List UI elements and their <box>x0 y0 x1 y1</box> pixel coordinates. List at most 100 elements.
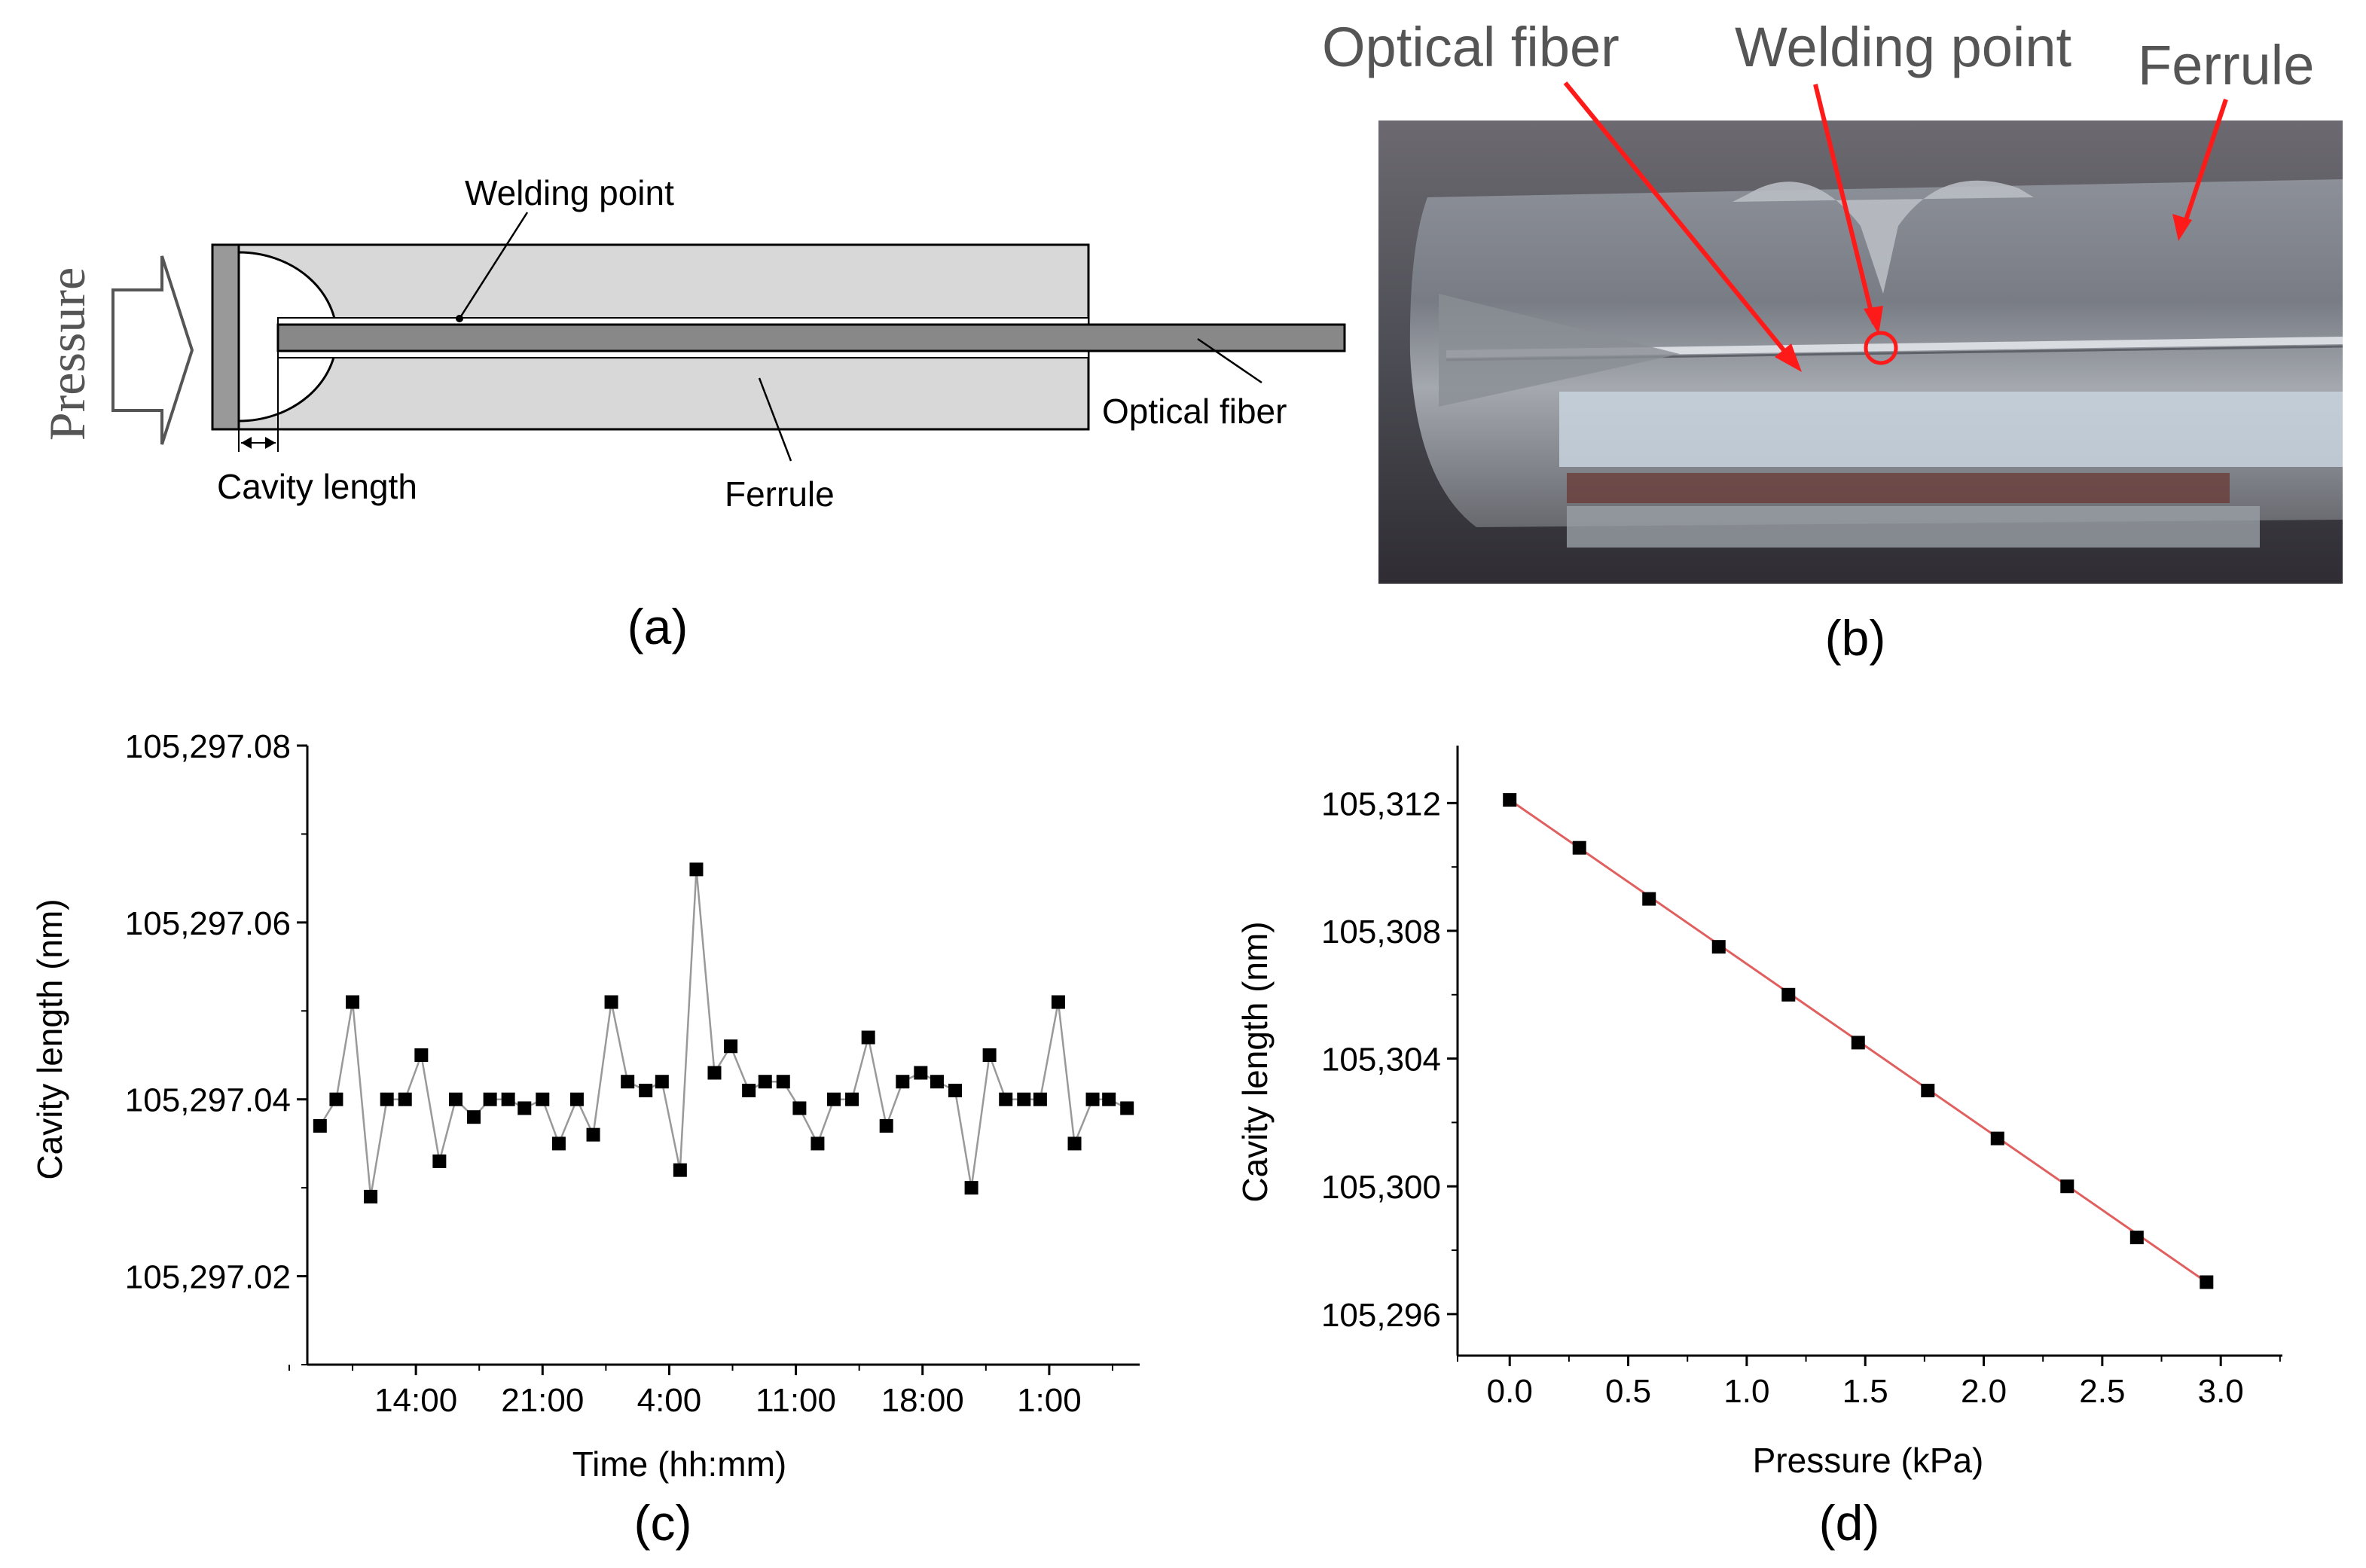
chart-d-points <box>1503 793 2214 1289</box>
chart-c-point <box>930 1075 944 1089</box>
welding-point-label: Welding point <box>465 173 674 212</box>
chart-c-point <box>313 1118 327 1133</box>
chart-c-point <box>673 1163 687 1177</box>
optical-fiber-leader <box>1197 337 1262 384</box>
chart-c-xlabel: Time (hh:mm) <box>572 1444 787 1484</box>
chart-c-point <box>364 1189 378 1203</box>
chart-c-x-tick-label: 18:00 <box>881 1382 964 1419</box>
photo-welding-circle <box>1864 331 1898 365</box>
chart-d-x-tick-label: 0.5 <box>1605 1373 1651 1410</box>
diaphragm <box>211 243 240 431</box>
chart-c-x-ticks: 14:00 21:00 4:00 11:00 18:00 1:00 <box>288 1365 1113 1419</box>
chart-c-y-tick-label: 105,297.06 <box>125 905 291 942</box>
chart-c-point <box>1120 1101 1134 1115</box>
panel-a-caption: (a) <box>627 599 688 654</box>
chart-d-x-tick-label: 0.0 <box>1487 1373 1533 1410</box>
chart-c-point <box>689 862 704 877</box>
chart-c-point <box>432 1154 447 1168</box>
panel-b-caption: (b) <box>1825 610 1886 666</box>
chart-c-point <box>414 1048 429 1062</box>
chart-c-point <box>776 1075 790 1089</box>
chart-c-y-tick-label: 105,297.08 <box>125 728 291 765</box>
chart-c-point <box>1085 1092 1100 1106</box>
chart-d-x-tick-label: 2.5 <box>2079 1373 2125 1410</box>
chart-d-point <box>1503 793 1517 807</box>
photo-ferrule-label: Ferrule <box>2138 34 2314 96</box>
chart-c-y-tick-label: 105,297.04 <box>125 1082 291 1119</box>
chart-c-x-tick-label: 11:00 <box>756 1382 836 1419</box>
chart-c-point <box>964 1181 978 1195</box>
chart-c-point <box>467 1110 481 1124</box>
chart-c-y-ticks: 105,297.02 105,297.04 105,297.06 105,297.08 <box>125 728 307 1365</box>
chart-d-point <box>1990 1131 2004 1145</box>
chart-c-point <box>758 1075 772 1089</box>
photo-ferrule-arrow <box>2181 99 2228 230</box>
pressure-arrow-icon <box>111 255 194 445</box>
chart-d-y-tick-label: 105,312 <box>1321 786 1441 822</box>
chart-c-point <box>380 1092 394 1106</box>
chart-d-x-ticks: 0.0 0.5 1.0 1.5 2.0 2.5 3.0 <box>1457 1356 2281 1410</box>
photo-light-band <box>1559 392 2343 467</box>
chart-c-point <box>621 1075 635 1089</box>
chart-d-y-ticks: 105,296 105,300 105,304 105,308 105,312 <box>1321 786 1458 1334</box>
chart-d-point <box>1711 940 1726 954</box>
chart-c-x-tick-label: 1:00 <box>1017 1382 1082 1419</box>
chart-c-point <box>501 1092 515 1106</box>
chart-c-point <box>1017 1092 1031 1106</box>
chart-c-point <box>1033 1092 1047 1106</box>
chart-c-point <box>982 1048 997 1062</box>
photo-ferrule-arrowhead-icon <box>2172 214 2192 241</box>
optical-fiber-label: Optical fiber <box>1102 392 1287 431</box>
photo-taper <box>1439 294 1680 407</box>
cavity-length-arrow-left-icon <box>241 437 252 449</box>
chart-d-point <box>1781 987 1796 1002</box>
chart-d-point <box>1851 1036 1865 1050</box>
cavity-length-arrow-right-icon <box>265 437 276 449</box>
photo-meniscus <box>1733 180 2034 294</box>
chart-d-y-tick-label: 105,296 <box>1321 1297 1441 1334</box>
chart-c-point <box>398 1092 412 1106</box>
chart-c-point <box>914 1066 928 1080</box>
chart-d-x-tick-label: 3.0 <box>2198 1373 2244 1410</box>
chart-c-point <box>483 1092 497 1106</box>
chart-c-point <box>586 1127 600 1142</box>
chart-d-point <box>1572 840 1586 855</box>
pressure-label: Pressure <box>38 267 96 441</box>
chart-c-point <box>639 1083 653 1097</box>
chart-c-point <box>536 1092 550 1106</box>
chart-c-ylabel: Cavity length (nm) <box>30 898 69 1179</box>
chart-c-point <box>448 1092 463 1106</box>
panel-a-schematic: Pressure Welding point Optical fiber Fer… <box>38 173 1346 654</box>
chart-c-point <box>517 1101 532 1115</box>
chart-d-x-tick-label: 1.0 <box>1723 1373 1769 1410</box>
chart-c-x-tick-label: 14:00 <box>374 1382 457 1419</box>
photo-optical-fiber-label: Optical fiber <box>1322 16 1620 78</box>
chart-c-point <box>724 1039 738 1054</box>
chart-d-point <box>2060 1179 2074 1194</box>
chart-d-point <box>2129 1231 2144 1245</box>
chart-d-point <box>2200 1275 2214 1289</box>
chart-c-point <box>1051 995 1065 1009</box>
photo-welding-point-label: Welding point <box>1735 16 2071 78</box>
chart-c-point <box>879 1118 893 1133</box>
chart-d-y-tick-label: 105,300 <box>1321 1169 1441 1206</box>
chart-d-ylabel: Cavity length (nm) <box>1235 921 1275 1202</box>
chart-d-y-tick-label: 105,304 <box>1321 1042 1441 1078</box>
chart-c-point <box>827 1092 841 1106</box>
cavity-length-label: Cavity length <box>217 467 417 506</box>
photo-welding-point-arrow <box>1813 84 1876 325</box>
chart-c-point <box>655 1075 669 1089</box>
chart-c-point <box>329 1092 343 1106</box>
chart-c-point <box>896 1075 910 1089</box>
chart-c-points <box>313 862 1134 1203</box>
chart-d-point <box>1921 1084 1935 1098</box>
chart-c-point <box>861 1030 875 1045</box>
photo-dark-stripe <box>1567 473 2230 503</box>
chart-c: 105,297.02 105,297.04 105,297.06 105,297.08… <box>30 728 1140 1551</box>
photo-optical-fiber-arrowhead-icon <box>1775 343 1802 372</box>
chart-c-x-tick-label: 4:00 <box>637 1382 702 1419</box>
photo-welding-point-arrowhead-icon <box>1864 306 1883 334</box>
chart-d-caption: (d) <box>1819 1495 1880 1551</box>
